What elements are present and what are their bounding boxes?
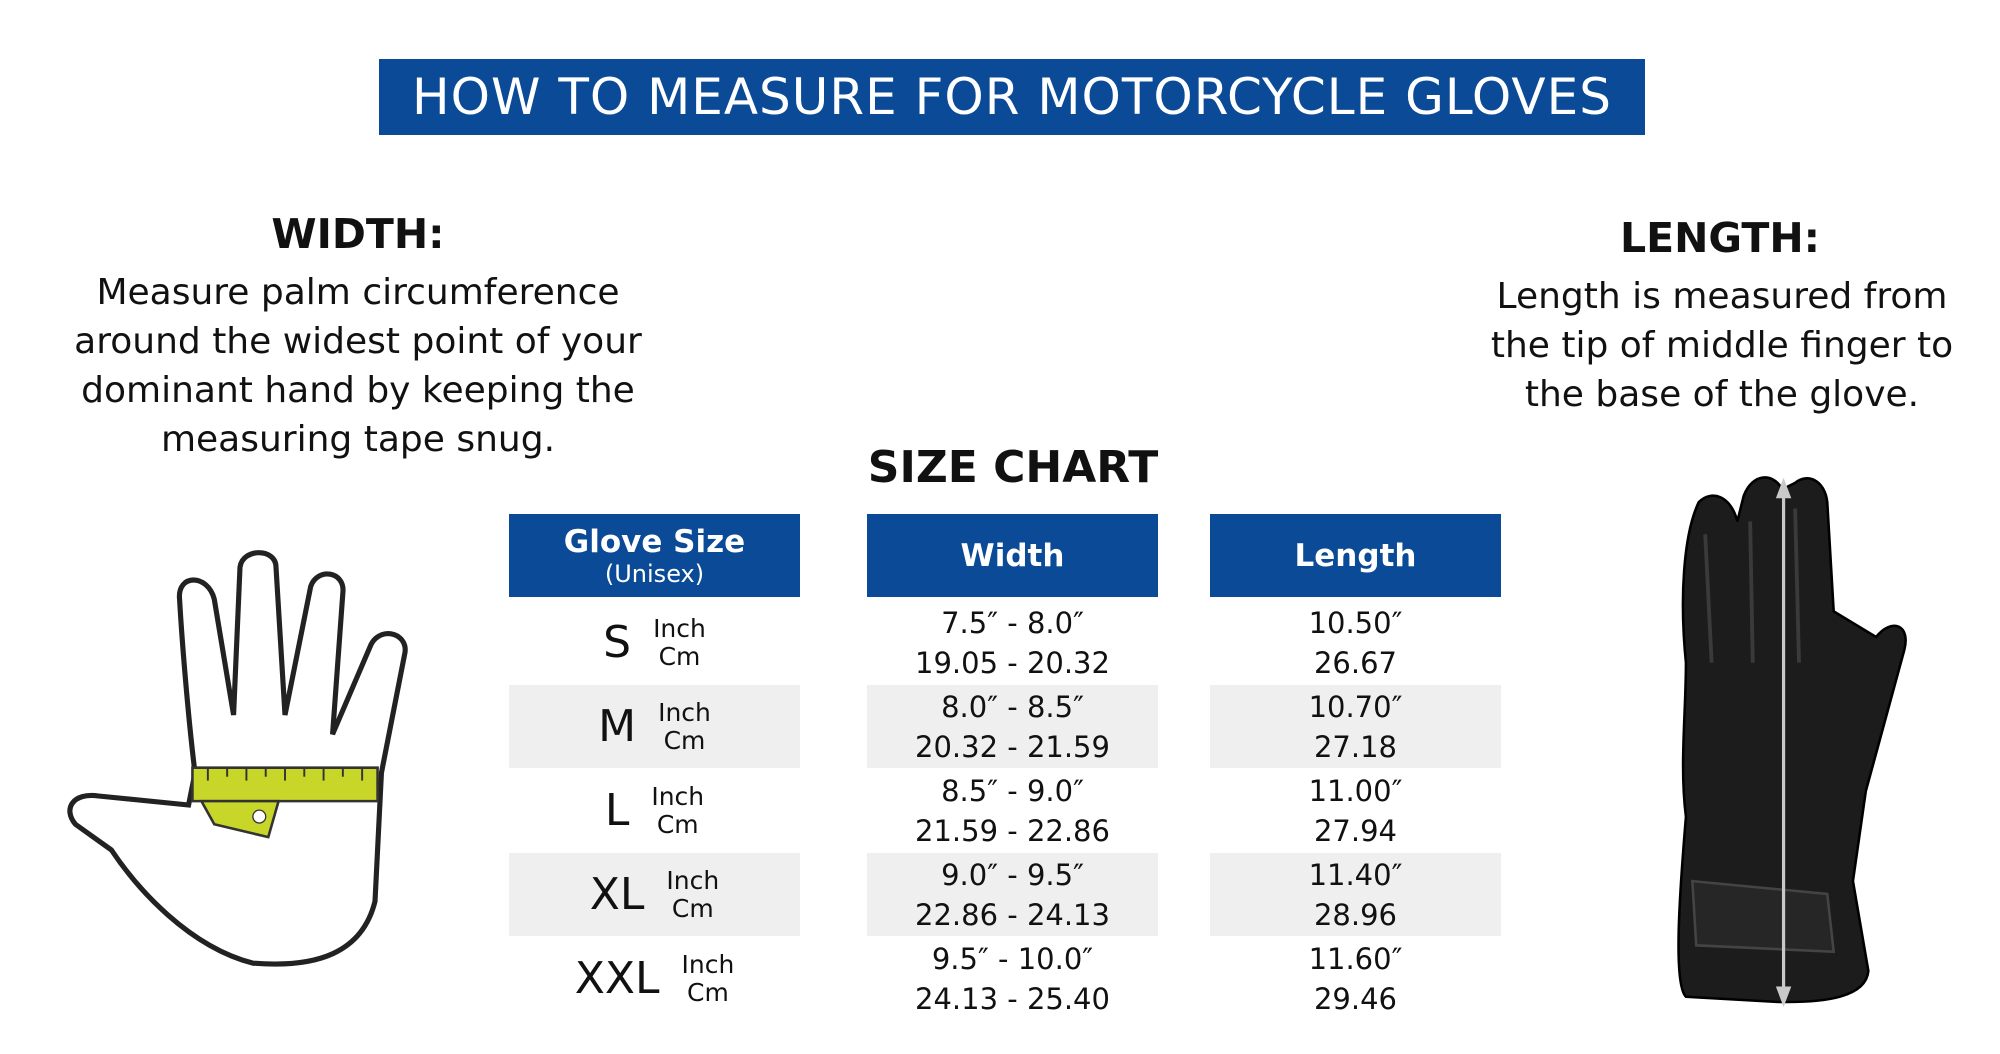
length-value: 10.70″ bbox=[1308, 689, 1403, 724]
width-cell: 9.0″ - 9.5″ 22.86 - 24.13 bbox=[867, 853, 1158, 936]
width-value: 22.86 - 24.13 bbox=[915, 897, 1110, 932]
column-header: Glove Size (Unisex) bbox=[509, 514, 800, 597]
header-label: Width bbox=[960, 537, 1065, 574]
hand-illustration bbox=[67, 550, 408, 967]
unit-label: Cm bbox=[658, 641, 701, 671]
unit-labels: Inch Cm bbox=[653, 613, 706, 671]
size-label: XXL bbox=[574, 952, 660, 1004]
unit-labels: Inch Cm bbox=[666, 865, 720, 923]
length-value: 11.60″ bbox=[1308, 941, 1403, 976]
column-header: Width bbox=[867, 514, 1158, 597]
length-value: 11.00″ bbox=[1308, 773, 1403, 808]
width-value: 24.13 - 25.40 bbox=[915, 981, 1110, 1016]
length-value: 28.96 bbox=[1313, 897, 1398, 932]
size-label: L bbox=[604, 784, 630, 836]
size-cell: S Inch Cm bbox=[509, 601, 800, 684]
width-cell: 8.5″ - 9.0″ 21.59 - 22.86 bbox=[867, 769, 1158, 852]
size-label: XL bbox=[589, 868, 645, 920]
chart-title: SIZE CHART bbox=[867, 442, 1159, 493]
header-label: Glove Size bbox=[563, 523, 746, 560]
page-title: HOW TO MEASURE FOR MOTORCYCLE GLOVES bbox=[379, 59, 1645, 135]
length-value: 10.50″ bbox=[1308, 605, 1403, 640]
length-cell: 10.50″ 26.67 bbox=[1210, 601, 1501, 684]
unit-label: Inch bbox=[658, 697, 711, 727]
size-cell: XL Inch Cm bbox=[509, 853, 800, 936]
width-cell: 9.5″ - 10.0″ 24.13 - 25.40 bbox=[867, 937, 1158, 1020]
length-cell: 11.00″ 27.94 bbox=[1210, 769, 1501, 852]
width-value: 21.59 - 22.86 bbox=[915, 813, 1110, 848]
glove-illustration bbox=[1677, 476, 1907, 1008]
length-cell: 10.70″ 27.18 bbox=[1210, 685, 1501, 768]
length-cell: 11.60″ 29.46 bbox=[1210, 937, 1501, 1020]
length-cell: 11.40″ 28.96 bbox=[1210, 853, 1501, 936]
unit-label: Cm bbox=[663, 725, 706, 755]
size-cell: L Inch Cm bbox=[509, 769, 800, 852]
length-value: 27.94 bbox=[1313, 813, 1398, 848]
size-label: M bbox=[598, 700, 637, 752]
header-label: Length bbox=[1294, 537, 1417, 574]
length-value: 29.46 bbox=[1313, 981, 1398, 1016]
length-value: 11.40″ bbox=[1308, 857, 1403, 892]
unit-label: Cm bbox=[671, 893, 714, 923]
unit-labels: Inch Cm bbox=[651, 781, 705, 839]
length-heading: LENGTH: bbox=[1619, 214, 1821, 262]
unit-label: Cm bbox=[687, 977, 729, 1007]
unit-label: Inch bbox=[653, 613, 706, 643]
width-cell: 8.0″ - 8.5″ 20.32 - 21.59 bbox=[867, 685, 1158, 768]
width-text: Measure palm circumference around the wi… bbox=[74, 272, 642, 460]
width-value: 20.32 - 21.59 bbox=[915, 729, 1110, 764]
width-value: 9.0″ - 9.5″ bbox=[941, 857, 1084, 892]
size-label: S bbox=[603, 616, 632, 668]
length-value: 27.18 bbox=[1313, 729, 1398, 764]
size-cell: M Inch Cm bbox=[509, 685, 800, 768]
unit-label: Cm bbox=[656, 809, 699, 839]
size-cell: XXL Inch Cm bbox=[509, 937, 800, 1020]
width-heading: WIDTH: bbox=[271, 210, 445, 258]
length-value: 26.67 bbox=[1313, 645, 1398, 680]
unit-labels: Inch Cm bbox=[658, 697, 711, 755]
width-value: 19.05 - 20.32 bbox=[915, 645, 1110, 680]
unit-label: Inch bbox=[681, 949, 735, 979]
width-value: 8.5″ - 9.0″ bbox=[941, 773, 1084, 808]
width-value: 7.5″ - 8.0″ bbox=[941, 605, 1084, 640]
length-text: Length is measured from the tip of middl… bbox=[1490, 276, 1954, 415]
width-value: 8.0″ - 8.5″ bbox=[941, 689, 1084, 724]
width-cell: 7.5″ - 8.0″ 19.05 - 20.32 bbox=[867, 601, 1158, 684]
unit-label: Inch bbox=[651, 781, 705, 811]
unit-labels: Inch Cm bbox=[681, 949, 735, 1007]
width-value: 9.5″ - 10.0″ bbox=[931, 941, 1094, 976]
column-header: Length bbox=[1210, 514, 1501, 597]
unit-label: Inch bbox=[666, 865, 720, 895]
header-sub: (Unisex) bbox=[604, 559, 705, 588]
